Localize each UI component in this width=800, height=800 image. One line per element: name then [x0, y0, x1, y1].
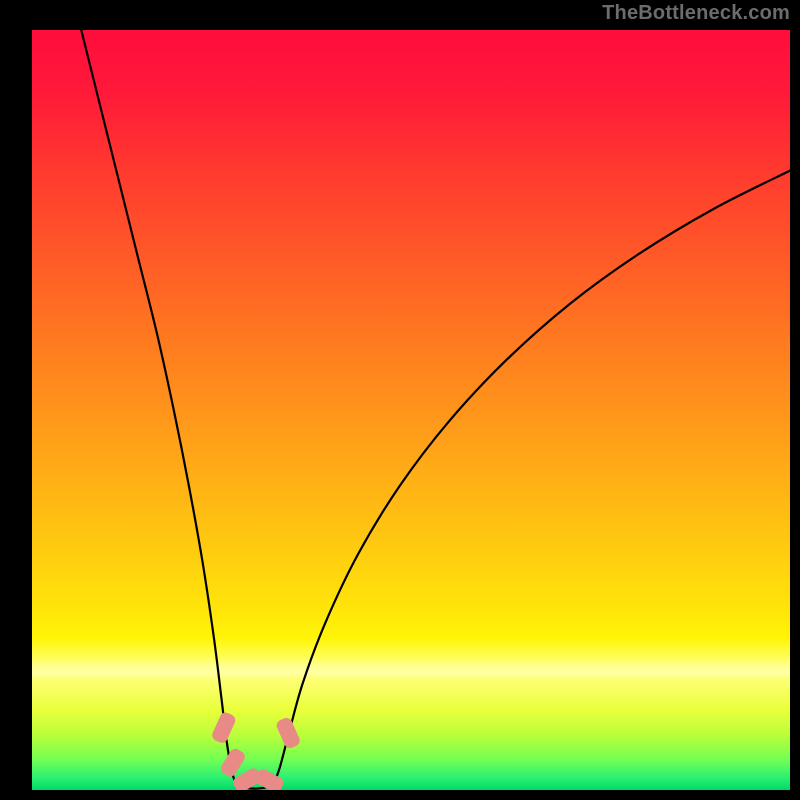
figure-root: TheBottleneck.com: [0, 0, 800, 800]
watermark-text: TheBottleneck.com: [602, 2, 790, 25]
plot-background: [32, 30, 790, 790]
plot-svg: [0, 0, 800, 800]
